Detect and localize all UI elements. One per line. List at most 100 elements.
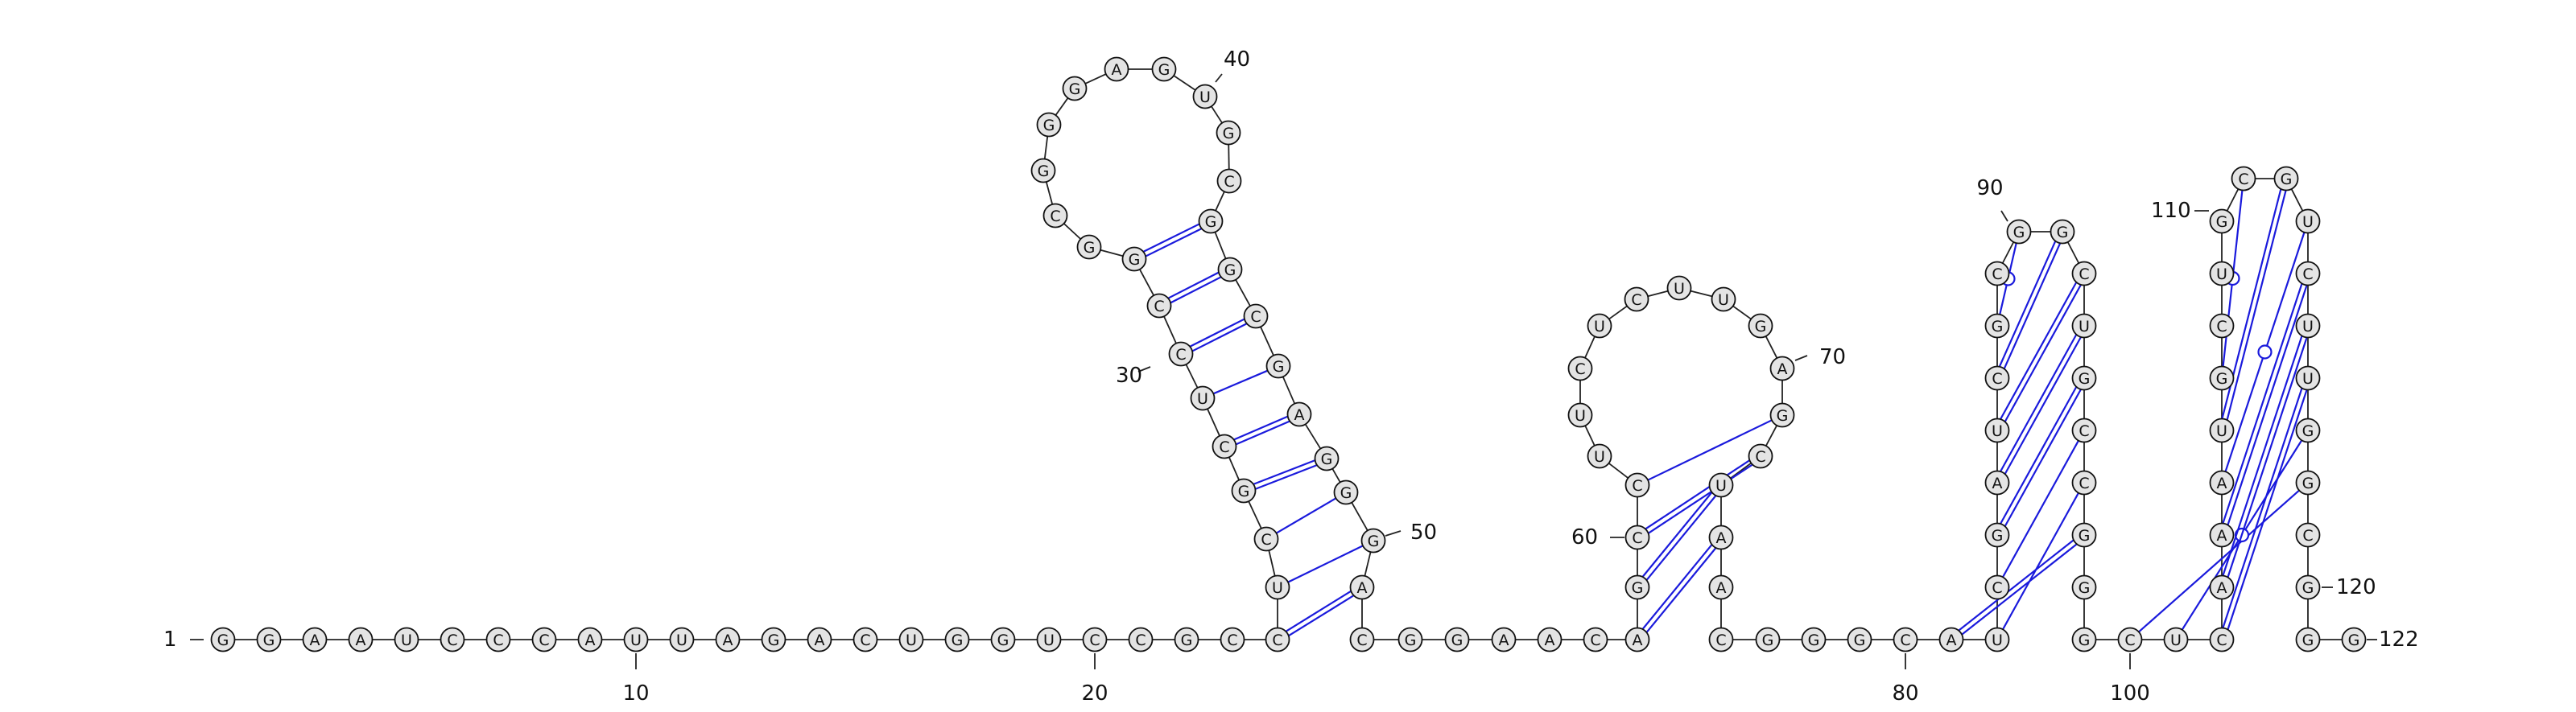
nucleotide-letter: C [1250,308,1261,326]
nucleotide-letter: G [768,632,780,649]
au-pair-bond [2002,492,2079,630]
nucleotide-circle [1349,574,1375,600]
nucleotide: U [2295,365,2321,391]
position-number: 90 [1976,176,2003,200]
backbone-segment [1185,364,1199,389]
nucleotide: G [2071,627,2097,652]
nucleotide-circle [2295,208,2321,234]
nucleotide: G [210,627,236,652]
nucleotide-circle [1567,402,1593,428]
nucleotide-circle [2071,470,2097,496]
nucleotide-letter: C [2238,171,2248,188]
nucleotide-letter: G [1405,632,1417,649]
nucleotide: C [1567,356,1593,381]
nucleotide-circle [440,627,465,652]
nucleotide: U [898,627,924,652]
nucleotide: G [1062,76,1088,101]
gc-pair-bond [2227,285,2308,525]
au-pair-bond [1212,369,1269,395]
gc-pair-bond [2003,243,2062,369]
nucleotide: G [1151,56,1177,82]
nucleotide: C [440,627,465,652]
nucleotide-circle [2209,208,2235,234]
nucleotide-letter: C [2079,422,2089,440]
nucleotide-letter: A [1946,632,1957,649]
nucleotide-circle [2209,418,2235,443]
nucleotide-letter: G [1238,483,1250,500]
backbone-segment [1215,191,1225,212]
nucleotide-letter: G [2302,579,2314,597]
nucleotide-letter: G [2057,224,2069,241]
position-tick [1385,530,1402,537]
nucleotide-circle [1708,472,1734,498]
position-label: 100 [2110,653,2150,706]
nucleotide-circle [2295,470,2321,496]
nucleotide: C [1265,627,1290,652]
nucleotide-circle [2071,574,2097,600]
nucleotide-letter: C [1224,173,1234,191]
nucleotide: C [2295,261,2321,286]
nucleotide-circle [210,627,236,652]
nucleotide-circle [2209,365,2235,391]
nucleotide-circle [1360,528,1386,554]
nucleotide: G [2071,522,2097,548]
nucleotide: A [577,627,603,652]
nucleotide-circle [1128,627,1154,652]
base-pair [2224,232,2306,472]
nucleotide-letter: A [1294,406,1305,424]
nucleotide-letter: C [1050,208,1060,225]
nucleotide-circle [1146,293,1172,319]
nucleotide-circle [944,627,970,652]
nucleotide: G [1748,313,1773,339]
base-pair [1167,271,1222,304]
position-label: 50 [1385,521,1437,545]
gc-pair-bond [1191,323,1247,352]
nucleotide-circle [1984,261,2010,286]
backbone-segment [1584,425,1596,447]
backbone-segment [1235,279,1251,307]
nucleotide-letter: U [1199,88,1211,106]
nucleotide: U [1711,286,1736,312]
nucleotide: C [852,627,878,652]
gc-pair-bond [2000,334,2078,472]
nucleotide-letter: C [2216,318,2227,335]
nucleotide-letter: G [217,632,229,649]
nucleotide-circle [1769,356,1795,381]
nucleotide-letter: A [723,632,733,649]
nucleotide-circle [1397,627,1423,652]
nucleotide-circle [1708,525,1734,550]
nucleotide: G [1231,478,1257,504]
nucleotide: U [669,627,695,652]
base-pair [1287,545,1364,583]
nucleotide-circle [1174,627,1199,652]
position-tick [1794,355,1808,361]
nucleotide-circle [1711,286,1736,312]
gc-pair-bond [1645,459,1750,530]
nucleotide: C [1984,365,2010,391]
nucleotide: C [1624,472,1650,498]
nucleotide-letter: G [952,632,964,649]
nucleotide-circle [2295,313,2321,339]
nucleotide-letter: C [1632,477,1642,495]
nucleotide-letter: U [1594,318,1605,335]
nucleotide: G [1121,246,1147,272]
nucleotide: C [1168,341,1194,367]
nucleotide: C [2071,418,2097,443]
nucleotide-circle [1314,446,1340,471]
nucleotide-letter: G [2348,632,2360,649]
nucleotide: C [1253,526,1279,552]
gc-pair-bond [1958,539,2074,632]
nucleotide-letter: C [1175,346,1186,364]
nucleotide: G [256,627,282,652]
nucleotide-circle [1198,208,1224,234]
nucleotide-circle [1984,627,2010,652]
nucleotide: G [1397,627,1423,652]
gu-wobble-marker [2257,344,2273,360]
backbone-segment [1163,315,1177,344]
nucleotide-circle [2209,574,2235,600]
nucleotide-letter: G [1069,80,1081,98]
nucleotide-letter: U [2216,265,2227,283]
nucleotide-circle [394,627,419,652]
nucleotide-letter: U [630,632,642,649]
nucleotide-circle [2163,627,2189,652]
